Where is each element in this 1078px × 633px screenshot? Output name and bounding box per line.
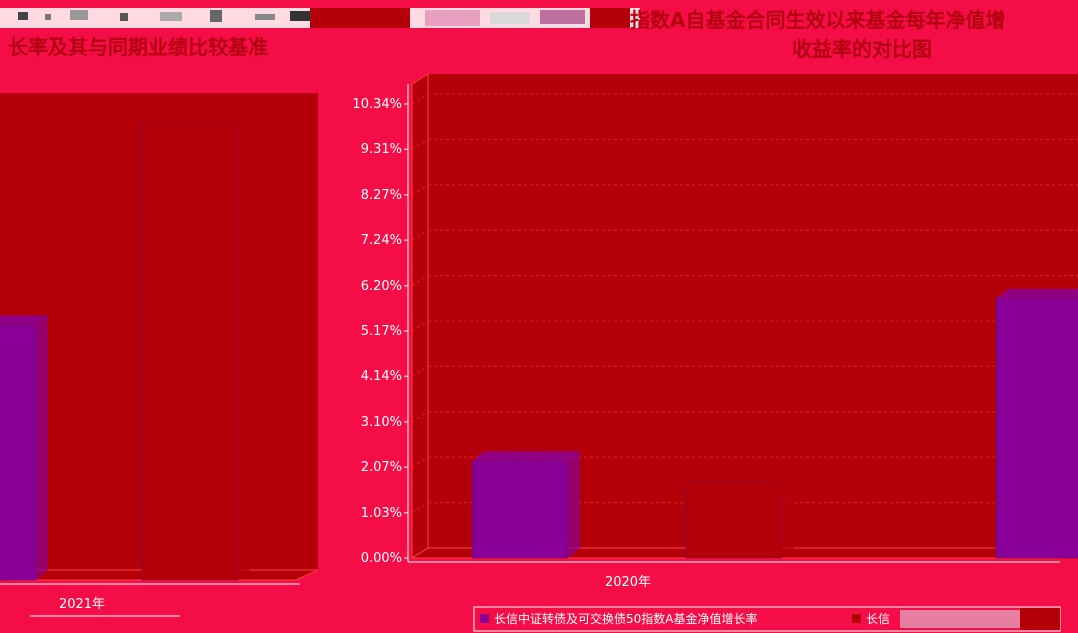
y-tick-label: 5.17% [361,324,402,339]
legend-noise [900,610,1020,628]
y-tick-label: 3.10% [361,415,402,430]
left-category-label: 2021年 [59,597,105,612]
y-tick-label: 0.00% [361,551,402,566]
legend: 长信中证转债及可交换债50指数A基金净值增长率 长信 [473,606,1061,632]
right-bar-1 [471,451,580,559]
legend-swatch-benchmark [852,614,861,623]
y-tick-label: 10.34% [352,97,402,112]
right-chart-title-line1: 指数A自基金合同生效以来基金每年净值增 [630,8,1005,32]
legend-swatch-fund [480,614,489,623]
left-bar-2 [141,113,250,581]
left-chart-title: 长率及其与同期业绩比较基准 [8,35,268,59]
right-y-ticks: 0.00% 1.03% 2.07% 3.10% 4.14% 5.17% 6.20% 7.24%… [352,97,408,566]
y-tick-label: 2.07% [361,460,402,475]
left-bars [0,113,250,581]
legend-label-benchmark: 长信 [866,612,890,626]
left-bar-1 [0,315,48,581]
y-tick-label: 8.27% [361,188,402,203]
right-chart-title-line2: 收益率的对比图 [792,37,932,61]
legend-label-fund: 长信中证转债及可交换债50指数A基金净值增长率 [494,611,757,626]
y-tick-label: 4.14% [361,369,402,384]
right-category-label: 2020年 [605,575,651,590]
y-tick-label: 6.20% [361,279,402,294]
right-bars [471,288,1078,559]
right-bar-2 [685,473,794,559]
y-tick-label: 9.31% [361,142,402,157]
right-bar-3 [995,288,1078,559]
y-tick-label: 7.24% [361,233,402,248]
y-tick-label: 1.03% [361,506,402,521]
header-noise [0,8,640,28]
